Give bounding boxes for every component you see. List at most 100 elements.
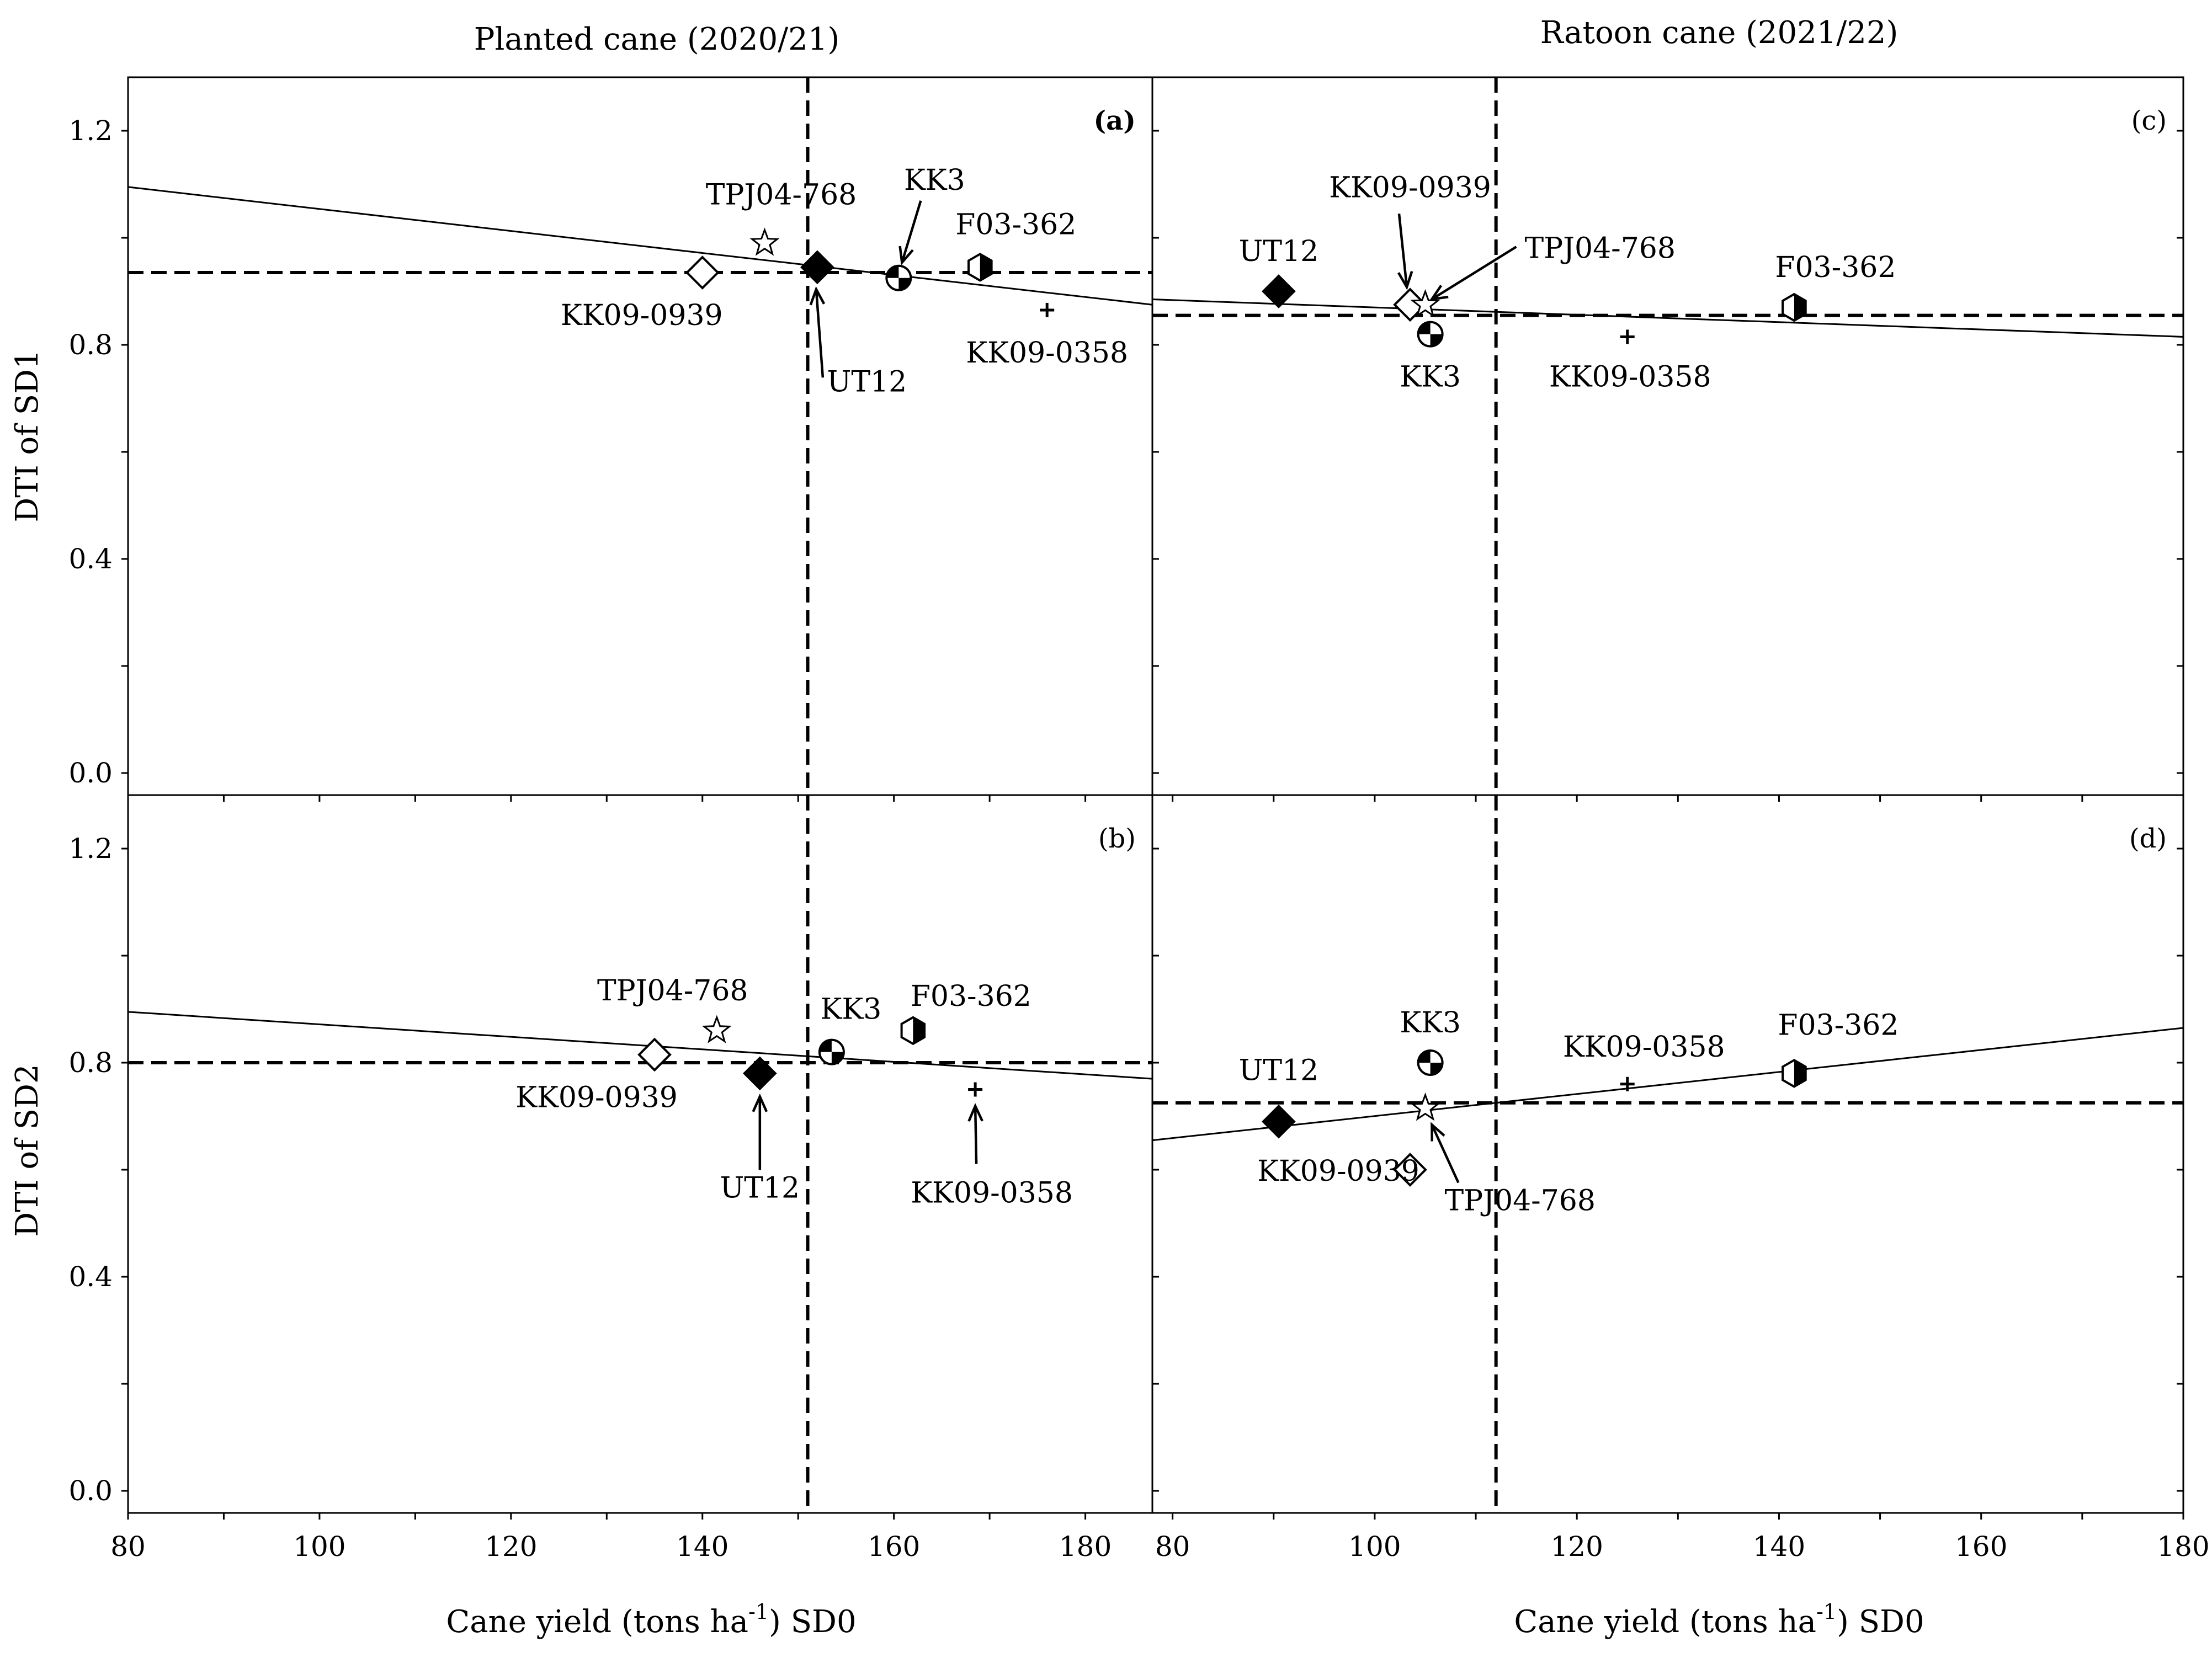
regression-line (127, 186, 1153, 306)
point-tpj04-768-shape (749, 227, 780, 256)
point-tpj04-768-shape (701, 1015, 732, 1043)
point-ut12-shape (1262, 274, 1296, 308)
point-tpj04-768-shape (1410, 289, 1440, 318)
point-kk09-0358 (1620, 1076, 1635, 1091)
point-kk3-quarter (898, 278, 911, 290)
point-f03-362-half (913, 1017, 925, 1044)
arrow-tpj04-768-shaft (1431, 1124, 1460, 1184)
arrow-ut12-head (809, 286, 826, 306)
x-label-sup: -1 (1816, 1600, 1837, 1624)
point-f03-362 (900, 1016, 926, 1046)
x-tick-label: 180 (2157, 1531, 2209, 1563)
x-label-tail: ) SD0 (1837, 1604, 1924, 1640)
arrow-kk09-0358-head (967, 1102, 983, 1122)
arrow-tpj04-768-shaft (1431, 246, 1517, 301)
y-tick-label: 0.8 (68, 1047, 113, 1079)
arrow-kk09-0939 (1397, 214, 1413, 290)
panel-frame-a (127, 76, 1153, 796)
label-kk09-0358: KK09-0358 (1563, 1031, 1725, 1064)
label-f03-362: F03-362 (1775, 251, 1896, 284)
point-kk3-quarter (1430, 334, 1443, 347)
panel-d: 80 100 120 140 160 180 UT12 KK09-0939 TPJ04-768 K… (1152, 795, 2210, 1563)
label-kk09-0358: KK09-0358 (911, 1177, 1073, 1210)
label-f03-362: F03-362 (911, 980, 1031, 1013)
x-tick-label: 120 (485, 1531, 537, 1563)
label-tpj04-768: TPJ04-768 (1444, 1184, 1596, 1217)
point-kk3 (885, 264, 912, 291)
arrow-tpj04-768-head (1429, 285, 1449, 301)
arrow-kk09-0939-shaft (1397, 214, 1408, 287)
x-tick-label: 100 (293, 1531, 345, 1563)
arrow-ut12 (809, 286, 826, 378)
point-f03-362-half (1794, 294, 1806, 321)
point-tpj04-768 (1410, 1092, 1440, 1121)
label-kk3: KK3 (1400, 361, 1461, 394)
point-kk3-quarter (831, 1052, 844, 1064)
point-kk09-0939 (1393, 1153, 1427, 1187)
panel-frames (127, 76, 2184, 1514)
point-f03-362-half (1794, 1060, 1806, 1087)
point-kk09-0939-shape (1393, 1153, 1427, 1187)
label-kk09-0358: KK09-0358 (966, 337, 1128, 370)
label-ut12: UT12 (720, 1171, 800, 1204)
label-kk09-0939: KK09-0939 (515, 1081, 678, 1114)
panel-tag-c: (c) (2131, 105, 2167, 136)
panel-a: 0.0 0.4 0.8 1.2 TPJ04-768 KK09-0939 UT12 KK3 F03… (68, 77, 1153, 802)
point-ut12 (1262, 274, 1296, 308)
label-tpj04-768: TPJ04-768 (1524, 232, 1676, 265)
x-axis-label-right: Cane yield (tons ha-1) SD0 (1514, 1600, 1924, 1640)
point-ut12 (800, 250, 834, 285)
panel-tag-d: (d) (2129, 823, 2167, 854)
panel-c: UT12 KK09-0939 TPJ04-768 KK3 KK09-0358 F03-36… (1152, 77, 2184, 802)
point-tpj04-768 (749, 227, 780, 256)
panel-tag-a: (a) (1093, 105, 1136, 136)
point-kk09-0939-shape (637, 1037, 672, 1072)
label-kk09-0358: KK09-0358 (1549, 360, 1711, 393)
point-kk09-0358 (968, 1082, 983, 1097)
x-tick-label: 160 (1955, 1531, 2007, 1563)
point-kk09-0939 (637, 1037, 672, 1072)
plot-layer: 0.0 0.4 0.8 1.2 TPJ04-768 KK09-0939 UT12 KK3 F03… (68, 77, 2210, 1563)
label-kk09-0939: KK09-0939 (561, 299, 723, 332)
panel-frame-c (1151, 76, 2184, 796)
arrow-kk09-0358-shaft (974, 1106, 978, 1164)
x-tick-label: 80 (1155, 1531, 1190, 1563)
x-tick-label: 80 (110, 1531, 146, 1563)
x-tick-label: 100 (1348, 1531, 1401, 1563)
point-kk3 (1417, 321, 1444, 348)
x-label-main: Cane yield (tons ha (446, 1604, 748, 1640)
regression-line (127, 1011, 1153, 1080)
panel-frame-b (127, 794, 1153, 1514)
arrow-kk3-head (898, 246, 914, 266)
arrow-ut12-shaft (815, 289, 825, 378)
point-tpj04-768 (701, 1015, 732, 1043)
arrow-kk09-0358 (967, 1102, 983, 1164)
x-tick-label: 180 (1059, 1531, 1112, 1563)
panel-frame-d (1151, 794, 2184, 1514)
point-kk3 (1417, 1049, 1444, 1076)
point-ut12 (1262, 1104, 1296, 1139)
label-tpj04-768: TPJ04-768 (597, 974, 748, 1008)
title-right: Ratoon cane (2021/22) (1540, 15, 1899, 51)
point-f03-362 (967, 253, 993, 282)
point-ut12 (742, 1056, 777, 1091)
arrow-tpj04-768-head (1431, 1122, 1445, 1142)
point-ut12-shape (1262, 1104, 1296, 1139)
point-tpj04-768 (1410, 289, 1440, 318)
x-label-sup: -1 (748, 1600, 769, 1624)
point-ut12-shape (742, 1056, 777, 1091)
point-f03-362 (1782, 292, 1807, 322)
point-kk09-0358 (1040, 302, 1055, 317)
y-tick-label: 0.0 (68, 757, 113, 789)
label-ut12: UT12 (1239, 1054, 1319, 1088)
arrow-kk09-0939-head (1397, 271, 1413, 290)
label-f03-362: F03-362 (1778, 1009, 1899, 1042)
y-tick-label: 1.2 (68, 833, 113, 865)
x-tick-label: 140 (676, 1531, 729, 1563)
arrow-kk3 (898, 200, 922, 266)
label-kk09-0939: KK09-0939 (1257, 1155, 1419, 1188)
regression-line (1152, 299, 2184, 338)
panel-b: 0.0 0.4 0.8 1.2 80 100 120 140 160 180 TPJ04-768 KK… (68, 795, 1153, 1563)
label-layer: Planted cane (2020/21) Ratoon cane (2021… (9, 15, 1924, 1640)
